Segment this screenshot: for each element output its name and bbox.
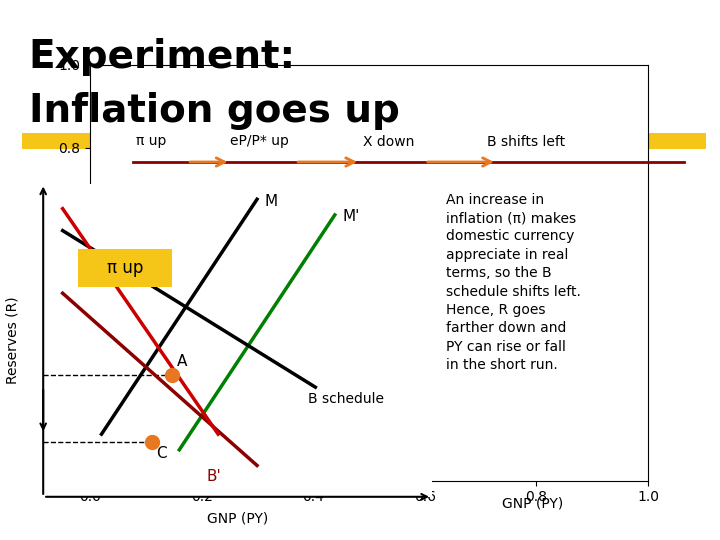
Text: eP/P* up: eP/P* up xyxy=(230,134,289,149)
Text: B shifts left: B shifts left xyxy=(487,134,564,149)
Text: Reserves (R): Reserves (R) xyxy=(5,296,19,384)
Text: M: M xyxy=(265,193,278,208)
Text: Inflation goes up: Inflation goes up xyxy=(29,92,400,130)
Text: π up: π up xyxy=(136,134,166,149)
FancyBboxPatch shape xyxy=(78,249,171,287)
Text: Experiment:: Experiment: xyxy=(29,38,296,76)
Text: B': B' xyxy=(207,469,221,484)
Text: GNP (PY): GNP (PY) xyxy=(207,512,269,526)
Text: An increase in
inflation (π) makes
domestic currency
appreciate in real
terms, s: An increase in inflation (π) makes domes… xyxy=(446,193,580,372)
Text: GNP (PY): GNP (PY) xyxy=(502,497,564,511)
Text: A: A xyxy=(177,354,188,369)
Text: X down: X down xyxy=(363,134,415,149)
Text: B schedule: B schedule xyxy=(307,392,384,406)
Text: π up: π up xyxy=(107,259,143,277)
Text: M': M' xyxy=(343,209,360,224)
Text: C: C xyxy=(156,446,166,461)
